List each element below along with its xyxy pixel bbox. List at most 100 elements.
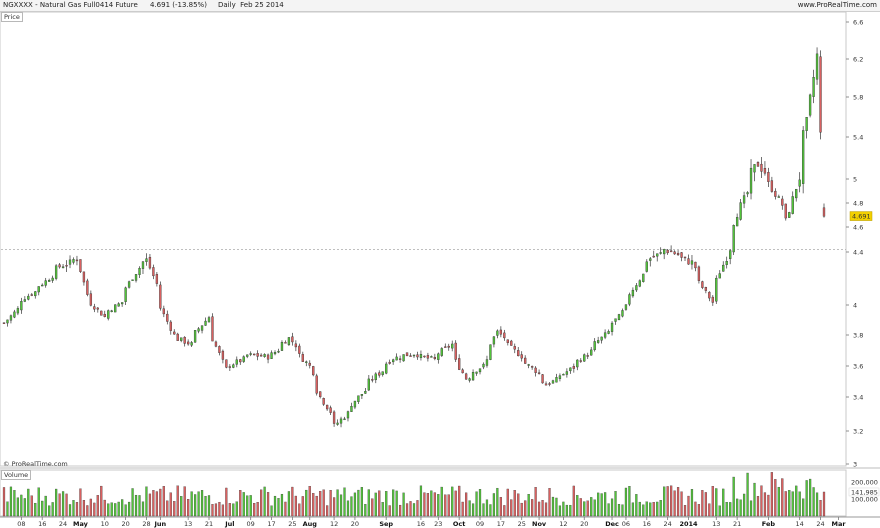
candle-body <box>176 333 179 341</box>
volume-bar <box>221 504 225 517</box>
candle-body <box>221 350 225 360</box>
volume-bar <box>517 493 520 517</box>
candle-body <box>371 379 374 381</box>
volume-bar <box>152 490 155 517</box>
volume-bar <box>61 491 65 517</box>
volume-bar <box>503 505 506 517</box>
candle-body <box>590 349 593 356</box>
candle-body <box>694 261 697 269</box>
candle-body <box>541 374 544 384</box>
candle-body <box>117 303 120 307</box>
volume-bar <box>663 486 666 517</box>
price-tick-label: 4.4 <box>853 248 863 256</box>
volume-bar <box>280 493 284 517</box>
volume-bar <box>253 503 256 517</box>
candle-body <box>259 354 263 357</box>
volume-bar <box>322 489 325 517</box>
volume-bar <box>621 504 624 517</box>
volume-bar <box>13 490 16 517</box>
time-tick-label: 21 <box>733 520 741 528</box>
candle-body <box>16 308 20 314</box>
candle-body <box>256 353 259 357</box>
candle-body <box>37 286 40 293</box>
volume-bar <box>673 490 676 517</box>
candle-body <box>576 359 579 368</box>
volume-bar <box>41 500 44 517</box>
price-axis: 6.6 6.2 5.8 5.4 5 4.8 4.6 4.4 4 3.8 3.6 3.4 3.2 3 4.69… <box>846 18 873 468</box>
candle-body <box>781 198 784 206</box>
volume-bar <box>9 486 13 517</box>
candle-body <box>524 357 527 364</box>
volume-bar <box>30 495 33 517</box>
volume-bar <box>802 498 805 517</box>
volume-bar <box>607 503 610 517</box>
candle-body <box>763 168 767 174</box>
volume-bar <box>597 492 600 517</box>
candle-body <box>697 266 701 281</box>
candle-body <box>82 271 86 283</box>
volume-bar <box>548 488 551 517</box>
volume-bar <box>228 503 231 517</box>
time-tick-label: 21 <box>205 520 213 528</box>
candle-body <box>551 380 555 384</box>
volume-bar <box>788 490 791 517</box>
candle-body <box>701 281 704 288</box>
volume-bar <box>562 501 565 517</box>
volume-bar <box>499 497 502 517</box>
candle-body <box>711 296 714 303</box>
candle-body <box>134 274 138 281</box>
candle-body <box>127 281 131 288</box>
candle-body <box>145 258 148 262</box>
candle-body <box>451 343 454 349</box>
volume-bar <box>51 502 54 517</box>
candle-body <box>155 274 159 284</box>
volume-bar <box>701 490 704 517</box>
volume-bar <box>628 486 631 517</box>
price-tick-label: 3.2 <box>853 427 863 435</box>
price-tick-label: 3.8 <box>853 331 863 339</box>
volume-bar <box>708 503 711 517</box>
candle-body <box>138 267 141 275</box>
volume-bar <box>6 501 9 517</box>
candle-body <box>586 355 589 357</box>
candle-body <box>801 130 805 184</box>
candle-body <box>266 354 270 360</box>
volume-bar <box>388 505 391 517</box>
candle-body <box>530 366 534 368</box>
candle-body <box>565 371 569 375</box>
candle-body <box>614 318 617 322</box>
candle-body <box>30 294 33 296</box>
volume-bar <box>336 489 339 517</box>
candle-body <box>54 265 58 279</box>
candle-body <box>339 418 343 424</box>
volume-bar <box>346 500 350 517</box>
volume-bar <box>461 501 464 517</box>
volume-bar <box>718 505 721 517</box>
volume-bar <box>666 486 669 517</box>
candle-body <box>756 162 760 167</box>
time-tick-label: 24 <box>664 520 672 528</box>
candle-body <box>72 259 75 263</box>
volume-bar <box>631 502 635 517</box>
candle-body <box>767 171 770 182</box>
candle-body <box>753 164 756 173</box>
price-tick-label: 5 <box>853 175 857 183</box>
candle-body <box>562 373 565 376</box>
volume-bar <box>815 492 819 517</box>
volume-bar <box>72 500 75 517</box>
candle-body <box>23 299 27 302</box>
volume-bar <box>565 504 568 517</box>
volume-bar <box>451 486 454 517</box>
volume-bar <box>544 502 548 517</box>
candle-body <box>822 207 826 217</box>
candle-body <box>503 332 506 339</box>
volume-bar <box>433 492 436 517</box>
volume-bar <box>784 491 787 517</box>
volume-bar <box>781 478 784 517</box>
time-tick-label: 16 <box>643 520 651 528</box>
volume-bar <box>715 488 718 517</box>
site-link[interactable]: www.ProRealTime.com <box>797 1 877 9</box>
candle-body <box>548 383 551 385</box>
volume-bar <box>235 501 238 517</box>
